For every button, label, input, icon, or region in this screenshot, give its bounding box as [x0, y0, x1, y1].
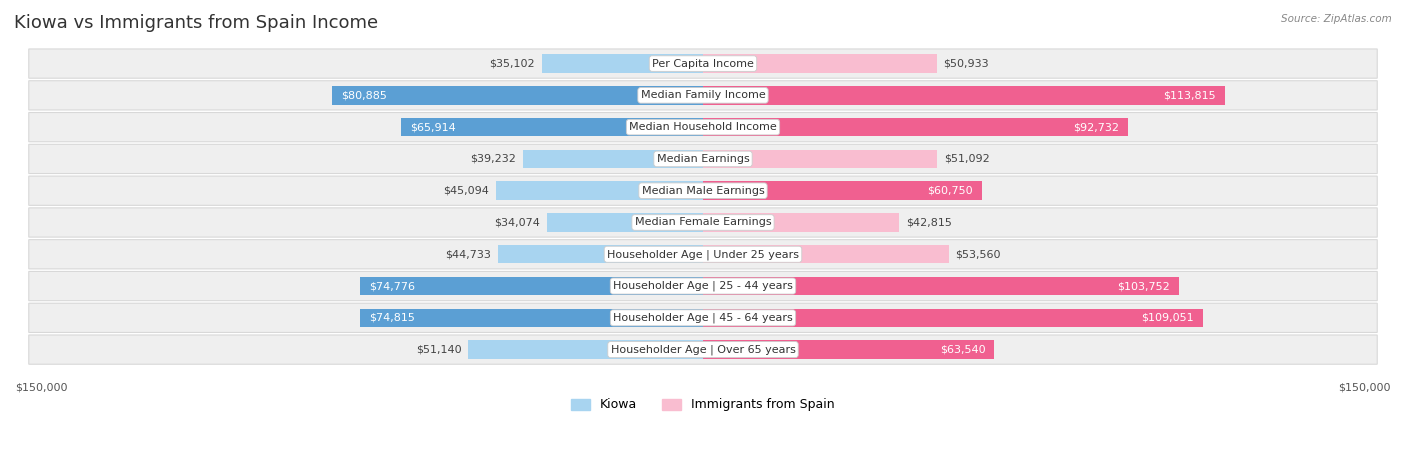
Text: $103,752: $103,752 [1116, 281, 1170, 291]
Bar [496, 182, 703, 200]
Text: $150,000: $150,000 [1339, 383, 1391, 393]
Text: $53,560: $53,560 [956, 249, 1001, 259]
FancyBboxPatch shape [28, 176, 1378, 205]
Text: $35,102: $35,102 [489, 58, 536, 69]
Text: $150,000: $150,000 [15, 383, 67, 393]
FancyBboxPatch shape [28, 240, 1378, 269]
Bar [703, 182, 981, 200]
Text: Householder Age | 45 - 64 years: Householder Age | 45 - 64 years [613, 312, 793, 323]
Bar [703, 340, 994, 359]
Bar [703, 213, 900, 232]
FancyBboxPatch shape [28, 303, 1378, 333]
Text: $74,815: $74,815 [368, 313, 415, 323]
Text: $45,094: $45,094 [443, 186, 489, 196]
Bar [703, 54, 936, 73]
Bar [541, 54, 703, 73]
Text: $44,733: $44,733 [446, 249, 491, 259]
FancyBboxPatch shape [28, 144, 1378, 174]
Text: Source: ZipAtlas.com: Source: ZipAtlas.com [1281, 14, 1392, 24]
Bar [703, 86, 1225, 105]
Text: $92,732: $92,732 [1073, 122, 1119, 132]
FancyBboxPatch shape [28, 335, 1378, 364]
FancyBboxPatch shape [28, 208, 1378, 237]
FancyBboxPatch shape [28, 81, 1378, 110]
Text: $51,092: $51,092 [945, 154, 990, 164]
Text: Median Family Income: Median Family Income [641, 90, 765, 100]
Text: Householder Age | Over 65 years: Householder Age | Over 65 years [610, 344, 796, 355]
Text: Median Household Income: Median Household Income [628, 122, 778, 132]
Text: $109,051: $109,051 [1142, 313, 1194, 323]
FancyBboxPatch shape [28, 49, 1378, 78]
Bar [547, 213, 703, 232]
FancyBboxPatch shape [28, 271, 1378, 301]
Bar [523, 150, 703, 168]
Text: $65,914: $65,914 [409, 122, 456, 132]
Text: Householder Age | Under 25 years: Householder Age | Under 25 years [607, 249, 799, 260]
Text: $51,140: $51,140 [416, 345, 461, 354]
Text: $63,540: $63,540 [939, 345, 986, 354]
Bar [703, 118, 1129, 136]
Bar [360, 277, 703, 295]
FancyBboxPatch shape [28, 113, 1378, 142]
Bar [360, 309, 703, 327]
Text: Kiowa vs Immigrants from Spain Income: Kiowa vs Immigrants from Spain Income [14, 14, 378, 32]
Text: $74,776: $74,776 [370, 281, 415, 291]
Bar [401, 118, 703, 136]
Text: Householder Age | 25 - 44 years: Householder Age | 25 - 44 years [613, 281, 793, 291]
Bar [703, 245, 949, 263]
Bar [703, 277, 1178, 295]
Bar [332, 86, 703, 105]
Text: $42,815: $42,815 [907, 218, 952, 227]
Bar [468, 340, 703, 359]
Bar [498, 245, 703, 263]
Text: $113,815: $113,815 [1163, 90, 1216, 100]
Text: $50,933: $50,933 [943, 58, 988, 69]
Text: Median Male Earnings: Median Male Earnings [641, 186, 765, 196]
Legend: Kiowa, Immigrants from Spain: Kiowa, Immigrants from Spain [567, 394, 839, 417]
Text: $60,750: $60,750 [927, 186, 973, 196]
Text: $39,232: $39,232 [470, 154, 516, 164]
Text: Per Capita Income: Per Capita Income [652, 58, 754, 69]
Bar [703, 309, 1204, 327]
Text: Median Female Earnings: Median Female Earnings [634, 218, 772, 227]
Text: $34,074: $34,074 [494, 218, 540, 227]
Text: Median Earnings: Median Earnings [657, 154, 749, 164]
Bar [703, 150, 938, 168]
Text: $80,885: $80,885 [342, 90, 387, 100]
